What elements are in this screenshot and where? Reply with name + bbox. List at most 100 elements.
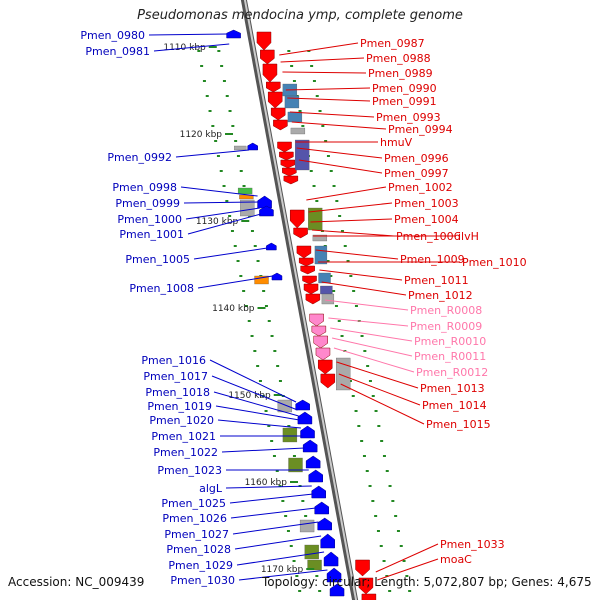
forward-gene-arrow bbox=[317, 359, 333, 375]
gene-label-hmuv[interactable]: hmuV bbox=[380, 136, 413, 149]
gene-label-pmen_1015[interactable]: Pmen_1015 bbox=[426, 418, 491, 431]
inner-ring-dot bbox=[242, 185, 246, 187]
outer-ring-dot bbox=[318, 110, 322, 112]
outer-ring-dot bbox=[211, 125, 215, 127]
inner-ring-dot bbox=[290, 65, 294, 67]
gene-label-pmen_r0009[interactable]: Pmen_R0009 bbox=[410, 320, 482, 333]
outer-ring-dot bbox=[307, 50, 311, 52]
outer-ring-dot bbox=[214, 140, 218, 142]
gene-label-pmen_1012[interactable]: Pmen_1012 bbox=[408, 289, 473, 302]
gene-label-pmen_1003[interactable]: Pmen_1003 bbox=[394, 197, 459, 210]
gene-label-pmen_0996[interactable]: Pmen_0996 bbox=[384, 152, 449, 165]
outer-ring-dot bbox=[377, 425, 381, 427]
outer-ring-dot bbox=[236, 260, 240, 262]
gene-leader-line bbox=[315, 249, 399, 260]
outer-ring-dot bbox=[219, 170, 223, 172]
gene-label-moac[interactable]: moaC bbox=[440, 553, 472, 566]
gene-label-pmen_0981[interactable]: Pmen_0981 bbox=[85, 45, 150, 58]
gene-label-pmen_1011[interactable]: Pmen_1011 bbox=[404, 274, 469, 287]
gene-label-pmen_1017[interactable]: Pmen_1017 bbox=[143, 370, 208, 383]
gene-label-pmen_1016[interactable]: Pmen_1016 bbox=[141, 354, 206, 367]
gene-label-pmen_1010[interactable]: Pmen_1010 bbox=[462, 256, 527, 269]
gene-label-algl[interactable]: algL bbox=[199, 482, 223, 495]
gene-label-pmen_1008[interactable]: Pmen_1008 bbox=[129, 282, 194, 295]
gene-label-pmen_1002[interactable]: Pmen_1002 bbox=[388, 181, 453, 194]
outer-ring-dot bbox=[216, 155, 220, 157]
inner-ring-dot bbox=[287, 50, 291, 52]
gene-label-pmen_1026[interactable]: Pmen_1026 bbox=[162, 512, 227, 525]
inner-ring-dot bbox=[334, 305, 338, 307]
gene-label-ilvh[interactable]: ilvH bbox=[458, 230, 479, 243]
gene-leader-line bbox=[221, 447, 305, 453]
gene-label-pmen_0999[interactable]: Pmen_0999 bbox=[115, 197, 180, 210]
outer-ring-dot bbox=[388, 485, 392, 487]
gene-label-pmen_0988[interactable]: Pmen_0988 bbox=[366, 52, 431, 65]
gene-label-pmen_0992[interactable]: Pmen_0992 bbox=[107, 151, 172, 164]
gene-label-pmen_1027[interactable]: Pmen_1027 bbox=[164, 528, 229, 541]
gene-label-pmen_1014[interactable]: Pmen_1014 bbox=[422, 399, 487, 412]
gene-label-pmen_r0010[interactable]: Pmen_R0010 bbox=[414, 335, 486, 348]
gene-label-pmen_1025[interactable]: Pmen_1025 bbox=[161, 497, 226, 510]
inner-ring-dot bbox=[376, 530, 380, 532]
gene-label-pmen_0993[interactable]: Pmen_0993 bbox=[376, 111, 441, 124]
gene-label-pmen_1006[interactable]: Pmen_1006 bbox=[396, 230, 461, 243]
rna-gene-arrow bbox=[311, 325, 327, 337]
gene-label-pmen_0987[interactable]: Pmen_0987 bbox=[360, 37, 425, 50]
gene-label-pmen_1001[interactable]: Pmen_1001 bbox=[119, 228, 184, 241]
outer-ring-dot bbox=[326, 155, 330, 157]
gene-label-pmen_0989[interactable]: Pmen_0989 bbox=[368, 67, 433, 80]
gene-label-pmen_0998[interactable]: Pmen_0998 bbox=[112, 181, 177, 194]
gene-label-pmen_1009[interactable]: Pmen_1009 bbox=[400, 253, 465, 266]
inner-ring-dot bbox=[385, 575, 389, 577]
gene-label-pmen_1028[interactable]: Pmen_1028 bbox=[166, 543, 231, 556]
inner-ring-dot bbox=[304, 515, 308, 517]
gene-label-pmen_r0012[interactable]: Pmen_R0012 bbox=[416, 366, 488, 379]
inner-ring-dot bbox=[315, 200, 319, 202]
gene-leader-line bbox=[282, 71, 367, 74]
gene-label-pmen_1013[interactable]: Pmen_1013 bbox=[420, 382, 485, 395]
gene-label-pmen_1018[interactable]: Pmen_1018 bbox=[145, 386, 210, 399]
gene-leader-line bbox=[291, 121, 387, 130]
inner-ring-dot bbox=[368, 485, 372, 487]
gene-label-pmen_1019[interactable]: Pmen_1019 bbox=[147, 400, 212, 413]
inner-ring-dot bbox=[234, 140, 238, 142]
inner-ring-dot bbox=[374, 515, 378, 517]
reverse-gene-arrow bbox=[326, 567, 342, 583]
gene-label-pmen_1029[interactable]: Pmen_1029 bbox=[168, 559, 233, 572]
gene-label-pmen_0997[interactable]: Pmen_0997 bbox=[384, 167, 449, 180]
rna-gene-arrow bbox=[315, 347, 331, 361]
outer-ring-dot bbox=[197, 50, 201, 52]
gene-label-pmen_0994[interactable]: Pmen_0994 bbox=[388, 123, 453, 136]
gene-label-pmen_1022[interactable]: Pmen_1022 bbox=[153, 446, 218, 459]
gene-label-pmen_0980[interactable]: Pmen_0980 bbox=[80, 29, 145, 42]
gene-label-pmen_1030[interactable]: Pmen_1030 bbox=[170, 574, 235, 587]
gene-label-pmen_1021[interactable]: Pmen_1021 bbox=[151, 430, 216, 443]
gene-label-pmen_1004[interactable]: Pmen_1004 bbox=[394, 213, 459, 226]
inner-ring-dot bbox=[220, 65, 224, 67]
forward-gene-arrow bbox=[361, 593, 377, 600]
inner-ring-dot bbox=[273, 350, 277, 352]
outer-ring-dot bbox=[363, 350, 367, 352]
gene-label-pmen_0990[interactable]: Pmen_0990 bbox=[372, 82, 437, 95]
inner-ring-dot bbox=[292, 80, 296, 82]
gene-label-pmen_0991[interactable]: Pmen_0991 bbox=[372, 95, 437, 108]
gene-label-pmen_1005[interactable]: Pmen_1005 bbox=[125, 253, 190, 266]
inner-ring-dot bbox=[264, 305, 268, 307]
gene-label-layer: Pmen_0987Pmen_0988Pmen_0989Pmen_0990Pmen… bbox=[80, 29, 526, 587]
outer-ring-dot bbox=[233, 245, 237, 247]
outer-ring-dot bbox=[244, 305, 248, 307]
rna-gene-arrow bbox=[309, 313, 324, 327]
gene-label-pmen_r0011[interactable]: Pmen_R0011 bbox=[414, 350, 486, 363]
gene-leader-line bbox=[336, 361, 419, 389]
gene-label-pmen_1023[interactable]: Pmen_1023 bbox=[157, 464, 222, 477]
outer-ring-dot bbox=[208, 110, 212, 112]
gene-label-pmen_1020[interactable]: Pmen_1020 bbox=[149, 414, 214, 427]
outer-ring-dot bbox=[346, 260, 350, 262]
gene-leader-line bbox=[232, 521, 319, 535]
cog-category-box bbox=[320, 285, 333, 295]
gene-leader-line bbox=[310, 218, 393, 223]
gene-label-pmen_r0008[interactable]: Pmen_R0008 bbox=[410, 304, 482, 317]
gene-leader-line bbox=[330, 327, 413, 342]
gene-label-pmen_1033[interactable]: Pmen_1033 bbox=[440, 538, 505, 551]
gene-label-pmen_1000[interactable]: Pmen_1000 bbox=[117, 213, 182, 226]
